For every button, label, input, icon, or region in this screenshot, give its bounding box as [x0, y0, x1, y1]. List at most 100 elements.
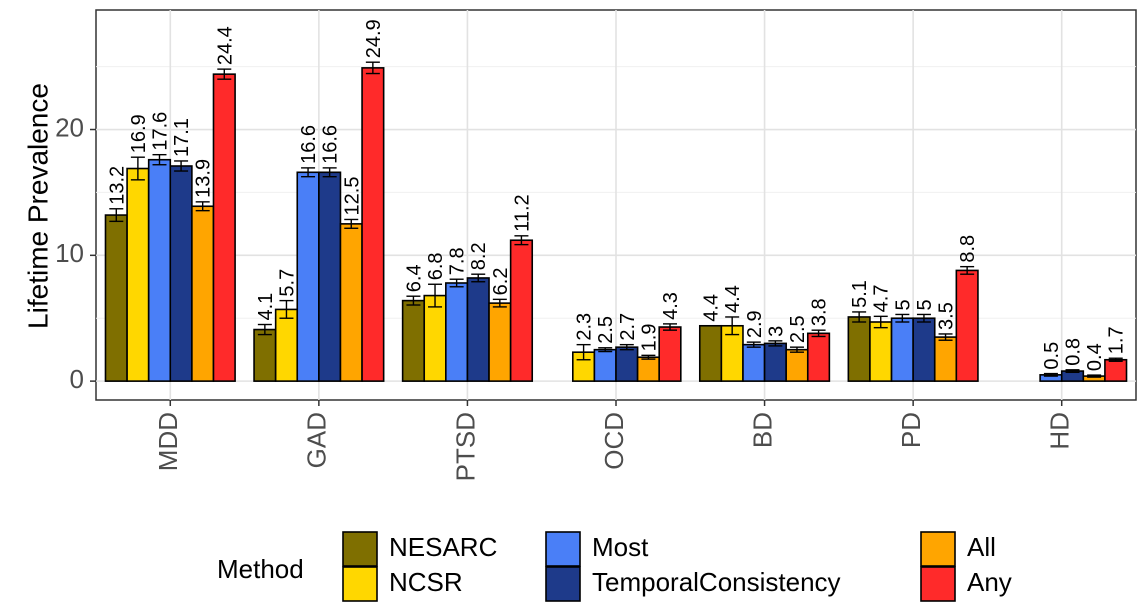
bar	[869, 321, 893, 382]
bar	[445, 282, 469, 382]
bar	[296, 171, 320, 382]
bar-value-label: 16.6	[298, 125, 320, 164]
bar-value-label: 2.5	[595, 316, 617, 344]
bar	[912, 317, 936, 382]
bar	[423, 294, 447, 382]
bar-value-label: 0.8	[1063, 338, 1085, 366]
bar-value-label: 2.9	[744, 310, 766, 338]
legend-key	[342, 566, 378, 602]
bar-value-label: 1.9	[638, 324, 660, 352]
bar	[339, 223, 363, 382]
x-tick-label: PD	[896, 412, 926, 448]
bar-value-label: 13.2	[106, 166, 128, 205]
bar-value-label: 6.4	[403, 264, 425, 292]
legend-label: NCSR	[389, 567, 463, 597]
bar-value-label: 8.8	[957, 235, 979, 263]
bar-value-label: 3	[765, 326, 787, 337]
bar	[191, 205, 215, 382]
x-tick-label: BD	[747, 412, 777, 448]
bar-value-label: 7.8	[447, 247, 469, 275]
bar-value-label: 8.2	[468, 242, 490, 270]
bar-value-label: 12.5	[341, 177, 363, 216]
bar	[698, 324, 723, 382]
bar-value-label: 4.3	[660, 292, 682, 320]
legend-key	[545, 566, 581, 602]
legend-label: Any	[967, 567, 1012, 597]
bar	[318, 171, 342, 382]
bar	[636, 356, 660, 382]
y-tick-label: 10	[55, 238, 84, 268]
legend-title: Method	[217, 554, 304, 584]
x-tick-label: OCD	[599, 412, 629, 470]
bar-labels: 13.216.9 17.6 17.113.9 24.4 4.15.7 16.6 16.6 12…	[106, 19, 1127, 371]
bar-value-label: 13.9	[193, 159, 215, 198]
bar	[466, 277, 490, 382]
x-tick-label: GAD	[302, 412, 332, 468]
bar-value-label: 2.5	[787, 315, 809, 343]
bar-value-label: 16.6	[320, 125, 342, 164]
bar	[785, 348, 809, 382]
bar	[361, 67, 385, 382]
bar-value-label: 4.7	[871, 285, 893, 313]
y-tick-label: 0	[70, 364, 84, 394]
legend-label: TemporalConsistency	[592, 567, 841, 597]
bar	[104, 214, 128, 382]
bar-value-label: 5.7	[276, 269, 298, 297]
bar-value-label: 5	[914, 299, 936, 310]
bar-value-label: 4.4	[722, 285, 744, 313]
bar-value-label: 5.1	[849, 280, 871, 308]
legend-key	[920, 531, 956, 567]
y-tick-label: 20	[55, 112, 84, 142]
bar	[847, 316, 871, 382]
bar	[615, 346, 639, 382]
bar	[933, 336, 958, 382]
bar	[126, 167, 150, 382]
bar-value-label: 24.4	[214, 26, 236, 65]
x-axis: MDD GAD PTSD OCD BD PD HD	[153, 400, 1075, 481]
bar	[955, 269, 979, 382]
bar	[169, 165, 193, 382]
bar	[658, 326, 682, 382]
bar-value-label: 5	[892, 299, 914, 310]
bar	[593, 348, 617, 382]
bar	[763, 342, 787, 382]
bar	[401, 299, 426, 382]
x-tick-label: PTSD	[450, 412, 480, 481]
bar-value-label: 4.4	[701, 294, 723, 322]
bar	[742, 343, 766, 382]
legend-key	[920, 566, 956, 602]
bar-value-label: 6.2	[490, 268, 512, 296]
bar-value-label: 24.9	[363, 19, 385, 58]
bar	[1104, 358, 1128, 382]
bar-value-label: 3.8	[809, 298, 831, 326]
bar	[509, 239, 534, 382]
x-tick-label: MDD	[153, 412, 183, 471]
bar-value-label: 2.7	[617, 313, 639, 341]
y-axis: 0 10 20	[55, 112, 96, 394]
bar-value-label: 4.1	[255, 293, 277, 321]
legend: Method NESARC NCSR Most TemporalConsistency…	[217, 531, 1012, 602]
bar-value-label: 17.6	[149, 112, 171, 151]
legend-label: Most	[592, 532, 649, 562]
bar-value-label: 11.2	[511, 194, 533, 231]
bar-value-label: 1.7	[1106, 326, 1128, 354]
bar-value-label: 0.4	[1084, 343, 1106, 371]
bar	[890, 317, 914, 382]
bar-value-label: 6.8	[425, 252, 447, 280]
legend-label: All	[967, 532, 996, 562]
bar-value-label: 16.9	[128, 114, 150, 153]
x-tick-label: HD	[1045, 412, 1075, 450]
bar-value-label: 3.5	[936, 302, 958, 330]
y-axis-title: Lifetime Prevalence	[22, 83, 53, 329]
bar	[274, 308, 299, 382]
bar	[212, 73, 236, 382]
bar	[488, 302, 512, 382]
bar-value-label: 2.3	[574, 313, 596, 341]
bar-value-label: 17.1	[171, 118, 193, 157]
bar	[253, 328, 277, 382]
bars	[104, 61, 1128, 382]
legend-label: NESARC	[389, 532, 497, 562]
bar-value-label: 0.5	[1041, 342, 1063, 370]
bar	[147, 158, 172, 382]
